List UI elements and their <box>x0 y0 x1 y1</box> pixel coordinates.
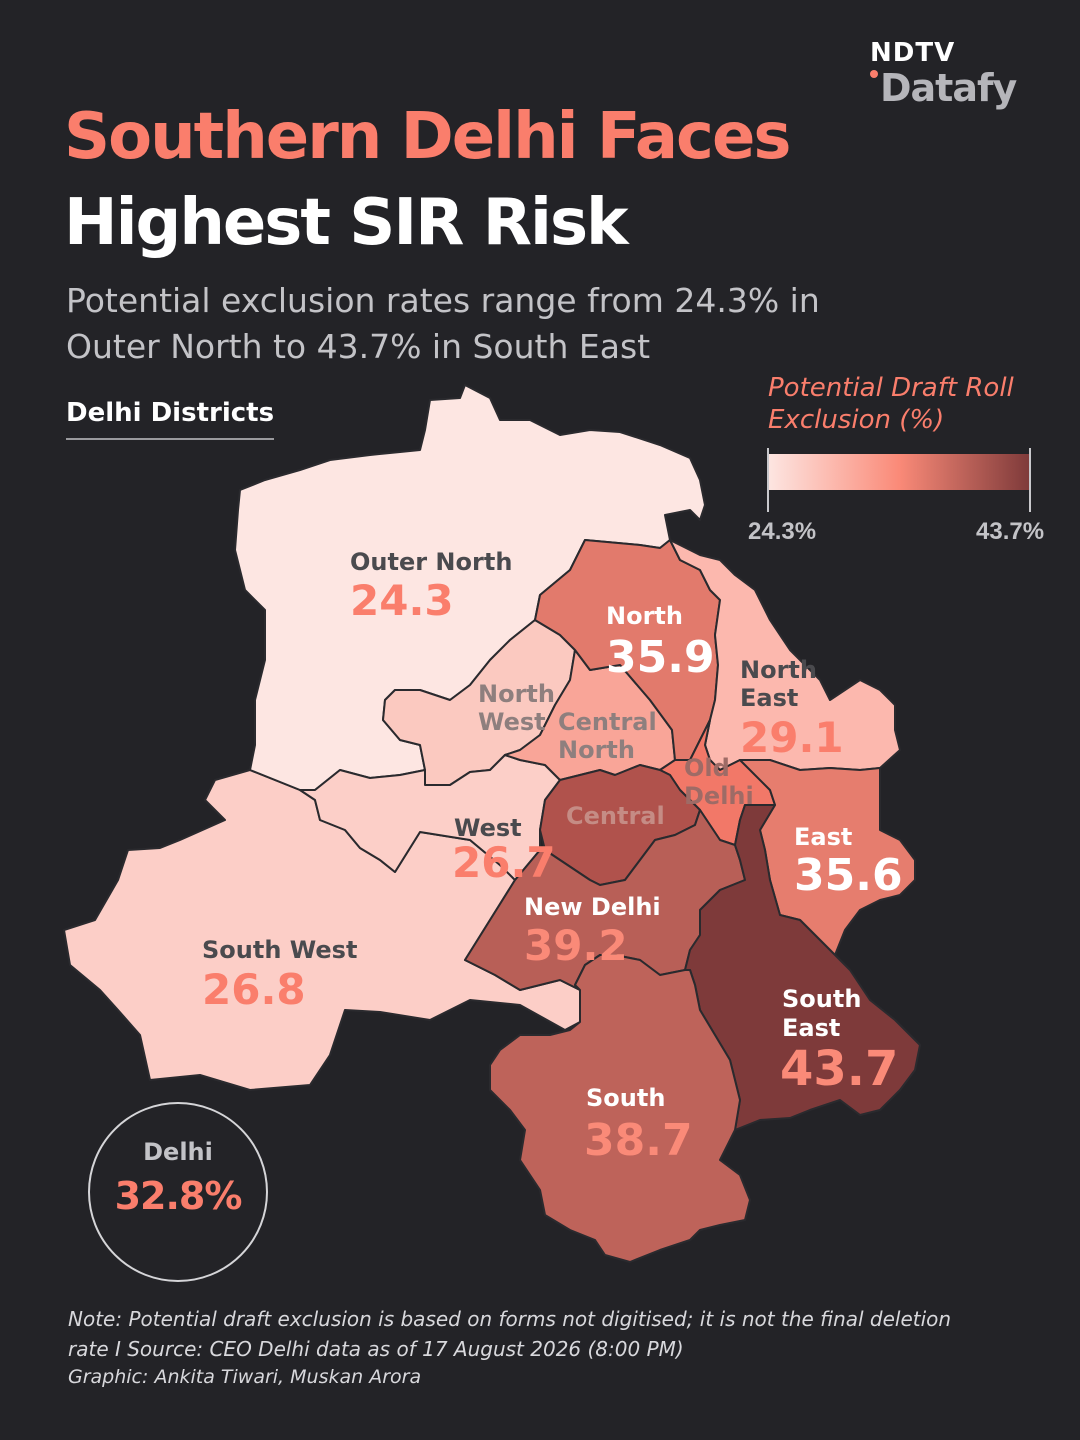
district-value-north-east: 29.1 <box>740 713 844 762</box>
district-label-south-west: South West <box>202 936 357 964</box>
district-value-outer-north: 24.3 <box>350 576 454 625</box>
title-line-2: Highest SIR Risk <box>64 186 629 260</box>
district-label-east: East <box>794 823 852 851</box>
legend-tick-max <box>1029 448 1031 512</box>
district-label-central-north-line1: Central <box>558 708 657 736</box>
district-south-east[interactable] <box>684 804 921 1131</box>
district-value-new-delhi: 39.2 <box>524 921 628 970</box>
district-value-south: 38.7 <box>584 1115 693 1166</box>
overall-name: Delhi <box>143 1138 213 1166</box>
legend-tick-min <box>767 448 769 512</box>
district-value-east: 35.6 <box>794 850 903 901</box>
brand-bottom: Datafy <box>880 66 1017 110</box>
logo-dot-icon <box>870 70 878 78</box>
brand-top: NDTV <box>870 38 956 68</box>
legend-min: 24.3% <box>748 518 817 545</box>
district-value-south-east: 43.7 <box>780 1041 898 1097</box>
legend-max: 43.7% <box>976 518 1045 545</box>
district-label-new-delhi: New Delhi <box>524 893 661 921</box>
district-label-central-north-line2: North <box>558 736 635 764</box>
district-label-south-east-line2: East <box>782 1014 840 1042</box>
subtitle: Potential exclusion rates range from 24.… <box>66 281 820 366</box>
legend-gradient <box>768 454 1030 490</box>
source-note: Note: Potential draft exclusion is based… <box>68 1307 952 1361</box>
district-label-old-delhi-line1: Old <box>684 754 730 782</box>
district-label-old-delhi-line2: Delhi <box>684 782 754 810</box>
ndtv-datafy-logo: NDTV Datafy <box>870 40 1040 110</box>
map-heading: Delhi Districts <box>66 398 275 440</box>
district-value-south-west: 26.8 <box>202 965 306 1014</box>
district-label-south: South <box>586 1084 665 1112</box>
district-label-west: West <box>454 814 522 842</box>
district-label-north: North <box>606 602 683 630</box>
overall-value: 32.8% <box>114 1174 243 1218</box>
graphic-credit: Graphic: Ankita Tiwari, Muskan Arora <box>68 1366 422 1388</box>
district-value-north: 35.9 <box>606 632 715 683</box>
district-value-west: 26.7 <box>452 838 556 887</box>
legend-title: Potential Draft Roll Exclusion (%) <box>768 373 1014 435</box>
district-south[interactable] <box>489 954 751 1263</box>
district-label-south-east-line1: South <box>782 985 861 1013</box>
district-label-north-west-line2: West <box>478 708 546 736</box>
title-line-1: Southern Delhi Faces <box>64 100 791 174</box>
overall-delhi-badge: Delhi 32.8% <box>88 1102 268 1282</box>
district-label-north-west-line1: North <box>478 680 555 708</box>
district-label-north-east-line2: East <box>740 684 798 712</box>
district-label-outer-north: Outer North <box>350 548 512 576</box>
district-label-central: Central <box>566 802 665 830</box>
district-label-north-east-line1: North <box>740 656 817 684</box>
